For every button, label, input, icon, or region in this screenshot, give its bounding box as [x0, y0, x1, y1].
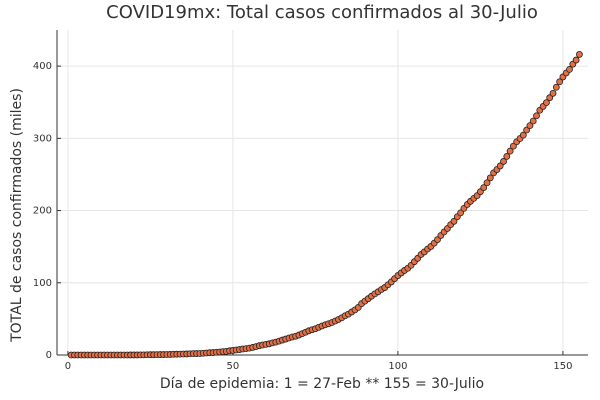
point [519, 131, 527, 139]
x-tick-label: 0 [65, 361, 71, 372]
point [529, 117, 537, 125]
point [503, 152, 511, 160]
x-tick-label: 100 [388, 361, 407, 372]
point [486, 174, 494, 182]
x-tick-label: 150 [553, 361, 572, 372]
point [533, 112, 540, 120]
point [500, 158, 507, 165]
y-tick-label: 400 [33, 61, 52, 72]
point [566, 65, 573, 73]
point [523, 126, 531, 134]
y-tick-label: 200 [33, 206, 52, 217]
x-tick-label: 50 [227, 361, 240, 372]
point [483, 179, 491, 187]
y-tick-label: 0 [46, 350, 52, 361]
chart-title: COVID19mx: Total casos confirmados al 30… [106, 2, 538, 23]
point [543, 99, 550, 107]
point [450, 217, 458, 225]
point [496, 162, 504, 170]
point [549, 89, 557, 97]
point [526, 122, 534, 130]
point [506, 147, 514, 155]
point [556, 78, 564, 86]
x-axis-label: Día de epidemia: 1 = 27-Feb ** 155 = 30-… [160, 376, 484, 392]
point [576, 51, 583, 58]
point [480, 184, 488, 191]
point [572, 56, 580, 64]
point [457, 209, 465, 217]
point [510, 142, 517, 150]
y-axis-label: TOTAL de casos confirmados (miles) [9, 88, 25, 343]
y-tick-label: 100 [33, 278, 52, 289]
y-tick-label: 300 [33, 133, 52, 144]
point [552, 83, 560, 91]
